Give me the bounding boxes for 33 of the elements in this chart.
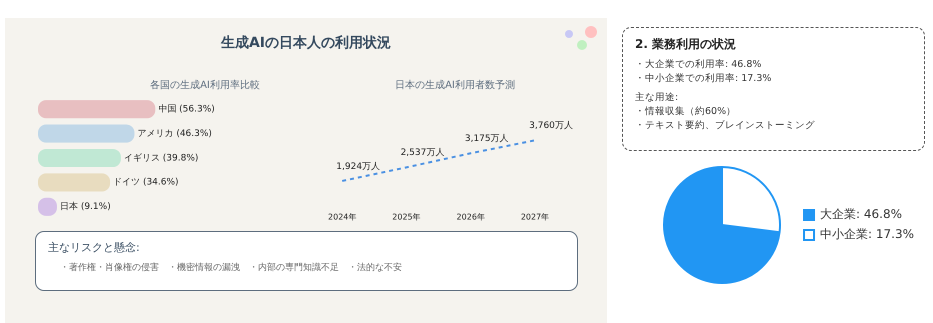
text: ・機密情報の漏洩 — [168, 263, 240, 273]
bar — [38, 124, 134, 143]
text: ・法的な不安 — [348, 263, 402, 273]
text: 各国の生成AI利用率比較 — [149, 78, 261, 92]
bar — [38, 100, 156, 118]
chart-title: 日本の生成AI利用者数予測 — [394, 78, 516, 92]
data-label: ドイツ (34.6%) — [113, 178, 179, 188]
x-tick-label: 2027年 — [520, 212, 550, 222]
text: ・テキスト要約、ブレインストーミング — [635, 119, 816, 133]
x-tick-label: 2025年 — [392, 212, 421, 222]
text: ・大企業での利用率: 46.8% — [635, 58, 762, 72]
bar — [38, 148, 121, 168]
text: ・中小企業での利用率: 17.3% — [635, 72, 772, 86]
bar — [38, 173, 110, 192]
text: ・著作権・肖像権の侵害 — [60, 263, 159, 273]
data-label: 3,760万人 — [529, 120, 573, 132]
text: 2. 業務利用の状況 — [635, 36, 738, 53]
text: ・内部の専門知識不足 — [249, 263, 339, 273]
data-label: 1,924万人 — [336, 160, 380, 172]
data-label: イギリス (39.8%) — [124, 152, 198, 164]
text: ・情報収集（約60%） — [635, 105, 738, 119]
data-label: 3,175万人 — [464, 133, 509, 144]
x-tick-label: 2024年 — [328, 212, 356, 222]
data-label: 2,537万人 — [400, 147, 444, 158]
x-tick-label: 2026年 — [456, 212, 485, 222]
text: 生成AIの日本人の利用状況 — [220, 34, 392, 52]
text: 主な用途: — [635, 91, 680, 105]
legend-label: 大企業: 46.8% — [820, 207, 902, 222]
legend-label: 中小企業: 17.3% — [820, 227, 914, 242]
data-label: 中国 (56.3%) — [158, 104, 215, 115]
text: 主なリスクと懸念: — [48, 240, 141, 255]
data-label: アメリカ (46.3%) — [137, 128, 212, 139]
data-label: 日本 (9.1%) — [60, 201, 111, 212]
